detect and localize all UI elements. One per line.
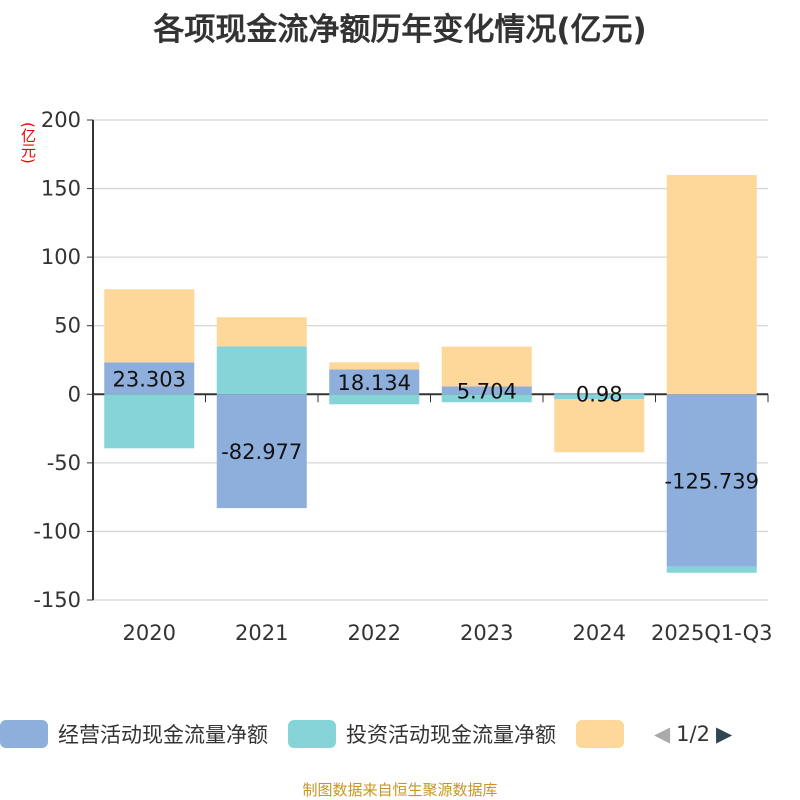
bar-1 bbox=[329, 394, 420, 405]
bar-1 bbox=[666, 566, 757, 573]
legend: 经营活动现金流量净额 投资活动现金流量净额 ◀ 1/2 ▶ bbox=[0, 716, 732, 752]
plot-area: -150 -100 -50 0 50 100 150 200 2020 2021 2022 2023 2… bbox=[33, 108, 773, 645]
bar-2 bbox=[666, 174, 757, 395]
x-tick-label: 2023 bbox=[460, 621, 513, 645]
chart-title: 各项现金流净额历年变化情况(亿元) bbox=[153, 12, 647, 48]
bar-0 bbox=[329, 369, 420, 395]
y-tick-label: -100 bbox=[33, 519, 81, 543]
bar-0 bbox=[666, 394, 757, 567]
legend-swatch-third[interactable] bbox=[576, 720, 624, 748]
legend-swatch-investing[interactable] bbox=[288, 720, 336, 748]
x-tick-label: 2024 bbox=[573, 621, 626, 645]
y-tick-label: 100 bbox=[41, 245, 81, 269]
bar-0 bbox=[554, 392, 645, 395]
data-label: 0.98 bbox=[576, 383, 623, 407]
data-label: -82.977 bbox=[221, 440, 302, 464]
bar-1 bbox=[441, 394, 532, 403]
data-label: 18.134 bbox=[338, 371, 411, 395]
legend-label-operating[interactable]: 经营活动现金流量净额 bbox=[58, 723, 268, 747]
legend-label-investing[interactable]: 投资活动现金流量净额 bbox=[346, 723, 556, 747]
bar-2 bbox=[441, 346, 532, 387]
bar-1 bbox=[554, 394, 645, 400]
bar-0 bbox=[104, 362, 195, 395]
legend-page: 1/2 bbox=[676, 722, 710, 746]
y-tick-label: 200 bbox=[41, 108, 81, 132]
data-label: 5.704 bbox=[457, 379, 517, 403]
bar-2 bbox=[216, 317, 307, 347]
x-tick-label: 2020 bbox=[123, 621, 176, 645]
x-tick-label: 2022 bbox=[348, 621, 401, 645]
bar-1 bbox=[104, 394, 195, 449]
x-tick-label: 2025Q1-Q3 bbox=[651, 621, 773, 645]
legend-next-icon[interactable]: ▶ bbox=[715, 722, 733, 746]
bar-2 bbox=[104, 289, 195, 363]
y-tick-label: -50 bbox=[47, 451, 81, 475]
y-tick-label: 150 bbox=[41, 177, 81, 201]
source-note: 制图数据来自恒生聚源数据库 bbox=[302, 781, 498, 799]
bar-2 bbox=[329, 362, 420, 370]
y-tick-label: 0 bbox=[68, 382, 81, 406]
legend-swatch-operating[interactable] bbox=[0, 720, 48, 748]
y-axis-unit: (亿元) bbox=[19, 122, 37, 164]
data-label: -125.739 bbox=[665, 470, 759, 494]
y-tick-label: 50 bbox=[54, 314, 81, 338]
data-label: 23.303 bbox=[113, 367, 186, 391]
y-tick-label: -150 bbox=[33, 588, 81, 612]
bar-0 bbox=[216, 394, 307, 509]
bar-2 bbox=[554, 399, 645, 453]
bar-1 bbox=[216, 346, 307, 395]
bar-0 bbox=[441, 386, 532, 395]
x-tick-label: 2021 bbox=[235, 621, 288, 645]
legend-prev-icon[interactable]: ◀ bbox=[654, 722, 671, 746]
